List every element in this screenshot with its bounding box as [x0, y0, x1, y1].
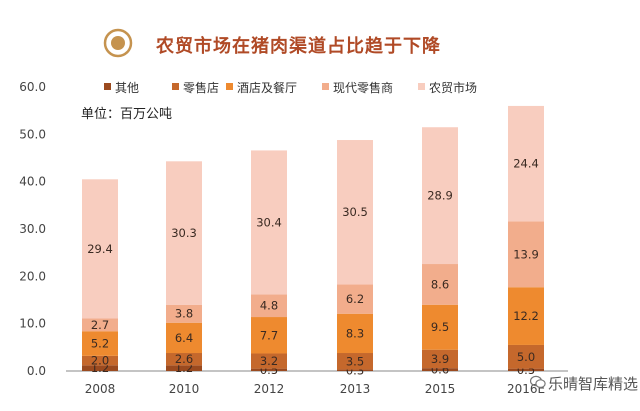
bar-segment — [337, 313, 373, 354]
data-label: 30.3 — [171, 226, 197, 240]
y-tick-label: 10.0 — [19, 317, 46, 331]
legend-label: 其他 — [115, 81, 139, 95]
data-label: 30.5 — [342, 205, 368, 219]
data-label: 3.5 — [346, 354, 364, 368]
bar-segment — [422, 349, 458, 369]
data-label: 24.4 — [513, 157, 539, 171]
y-tick-label: 60.0 — [19, 80, 46, 94]
bar-segment — [166, 304, 202, 323]
bar-segment — [422, 368, 458, 371]
bar-segment — [508, 287, 544, 345]
data-label: 3.8 — [175, 307, 193, 321]
bar-segment — [82, 365, 118, 371]
x-tick-label: 2008 — [85, 382, 116, 396]
bar-segment — [82, 331, 118, 356]
bar-segment — [166, 353, 202, 366]
data-label: 5.0 — [517, 350, 535, 364]
data-label: 28.9 — [427, 189, 453, 203]
legend-label: 现代零售商 — [333, 80, 393, 95]
data-label: 4.8 — [260, 299, 278, 313]
y-tick-label: 40.0 — [19, 175, 46, 189]
bar-segment — [82, 179, 118, 319]
legend-swatch — [104, 83, 111, 90]
data-label: 2.0 — [91, 354, 109, 368]
legend-swatch — [418, 83, 425, 90]
data-label: 6.2 — [346, 292, 364, 306]
bar-segment — [508, 344, 544, 369]
bar-segment — [82, 318, 118, 332]
legend-swatch — [322, 83, 329, 90]
data-label: 3.9 — [431, 352, 449, 366]
bar-segment — [166, 161, 202, 305]
x-tick-label: 2010 — [169, 382, 200, 396]
bar-segment — [337, 353, 373, 370]
data-label: 8.3 — [346, 326, 364, 340]
data-label: 30.4 — [256, 215, 282, 229]
bar-segment — [166, 365, 202, 371]
bar-segment — [337, 284, 373, 314]
data-label: 3.2 — [260, 354, 278, 368]
bar-segment — [337, 369, 373, 371]
x-tick-label: 2013 — [340, 382, 371, 396]
bar-segment — [337, 140, 373, 285]
bar-segment — [251, 368, 287, 371]
data-label: 2.6 — [175, 352, 193, 366]
bar-segment — [251, 317, 287, 354]
legend-label: 零售店 — [183, 80, 219, 95]
bar-segment — [251, 150, 287, 295]
bar-segment — [422, 264, 458, 305]
data-label: 29.4 — [87, 242, 113, 256]
watermark-text: 乐晴智库精选 — [548, 375, 639, 393]
bar-segment — [422, 304, 458, 350]
data-label: 7.7 — [260, 328, 278, 342]
bar-segment — [82, 355, 118, 366]
data-label: 2.7 — [91, 318, 109, 332]
wechat-icon — [530, 375, 546, 389]
data-label: 8.6 — [431, 277, 449, 291]
data-label: 5.2 — [91, 337, 109, 351]
bar-segment — [422, 127, 458, 265]
bar-segment — [251, 353, 287, 369]
title-emblem-icon — [103, 28, 133, 58]
y-tick-label: 30.0 — [19, 222, 46, 236]
legend-label: 酒店及餐厅 — [237, 80, 297, 95]
bar-segment — [508, 368, 544, 371]
y-tick-label: 50.0 — [19, 127, 46, 141]
bar-segment — [508, 221, 544, 288]
data-label: 12.2 — [513, 309, 539, 323]
x-tick-label: 2012 — [254, 382, 285, 396]
bar-segment — [251, 294, 287, 318]
legend-swatch — [226, 83, 233, 90]
x-tick-label: 2015 — [425, 382, 456, 396]
y-tick-label: 0.0 — [27, 364, 46, 378]
bar-segment — [508, 105, 544, 222]
legend-label: 农贸市场 — [429, 80, 477, 95]
bar-segment — [166, 322, 202, 354]
chart-title: 农贸市场在猪肉渠道占比趋于下降 — [156, 36, 441, 57]
legend-swatch — [172, 83, 179, 90]
data-label: 9.5 — [431, 320, 449, 334]
y-tick-label: 20.0 — [19, 269, 46, 283]
unit-label: 单位：百万公吨 — [81, 107, 172, 122]
data-label: 13.9 — [513, 247, 539, 261]
data-label: 6.4 — [175, 331, 193, 345]
